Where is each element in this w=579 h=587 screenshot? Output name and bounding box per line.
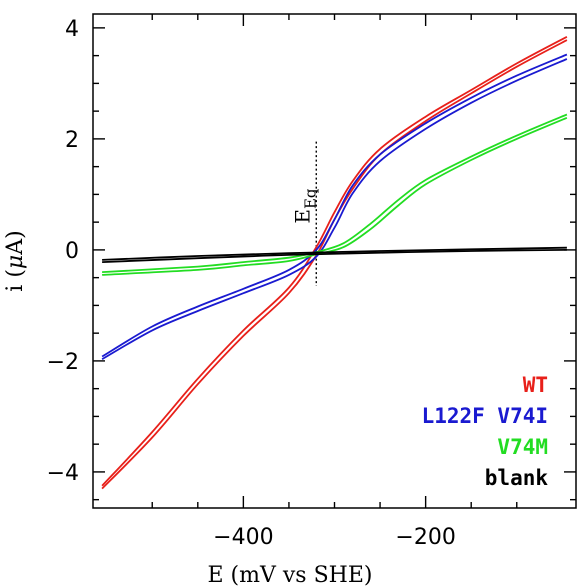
legend-item-v74m: V74M — [497, 435, 548, 459]
series-blank-forward-sweep — [102, 249, 567, 263]
eq-annotation-text: EEq — [290, 188, 319, 224]
axis-ticks — [93, 14, 576, 508]
equilibrium-potential-label: EEq — [290, 188, 319, 224]
series-l122f-v74i-forward-sweep — [101, 58, 568, 360]
series-wt-reverse-sweep — [101, 36, 568, 487]
x-tick-label: −200 — [395, 525, 455, 550]
legend-item-blank: blank — [485, 466, 549, 490]
y-tick-label: 4 — [65, 17, 79, 42]
legend-item-wt: WT — [523, 373, 548, 397]
axis-tick-labels: −400 −200 4 2 0 −2 −4 — [47, 17, 456, 550]
legend-item-l122f-v74i: L122F V74I — [422, 404, 548, 428]
y-tick-label: −4 — [47, 461, 79, 486]
y-tick-label: −2 — [47, 350, 79, 375]
x-axis-title: E (mV vs SHE) — [208, 563, 373, 587]
y-tick-label: 0 — [65, 239, 79, 264]
y-tick-label: 2 — [65, 128, 79, 153]
series-v74m-reverse-sweep — [102, 113, 568, 273]
x-tick-label: −400 — [213, 525, 273, 550]
plot-frame — [92, 13, 577, 509]
y-axis-title: i (μA) — [3, 230, 28, 291]
series-curves — [101, 36, 568, 490]
series-l122f-v74i-reverse-sweep — [101, 53, 568, 358]
series-v74m-forward-sweep — [102, 116, 568, 276]
series-blank-reverse-sweep — [102, 246, 567, 261]
legend: WT L122F V74I V74M blank — [422, 373, 549, 490]
